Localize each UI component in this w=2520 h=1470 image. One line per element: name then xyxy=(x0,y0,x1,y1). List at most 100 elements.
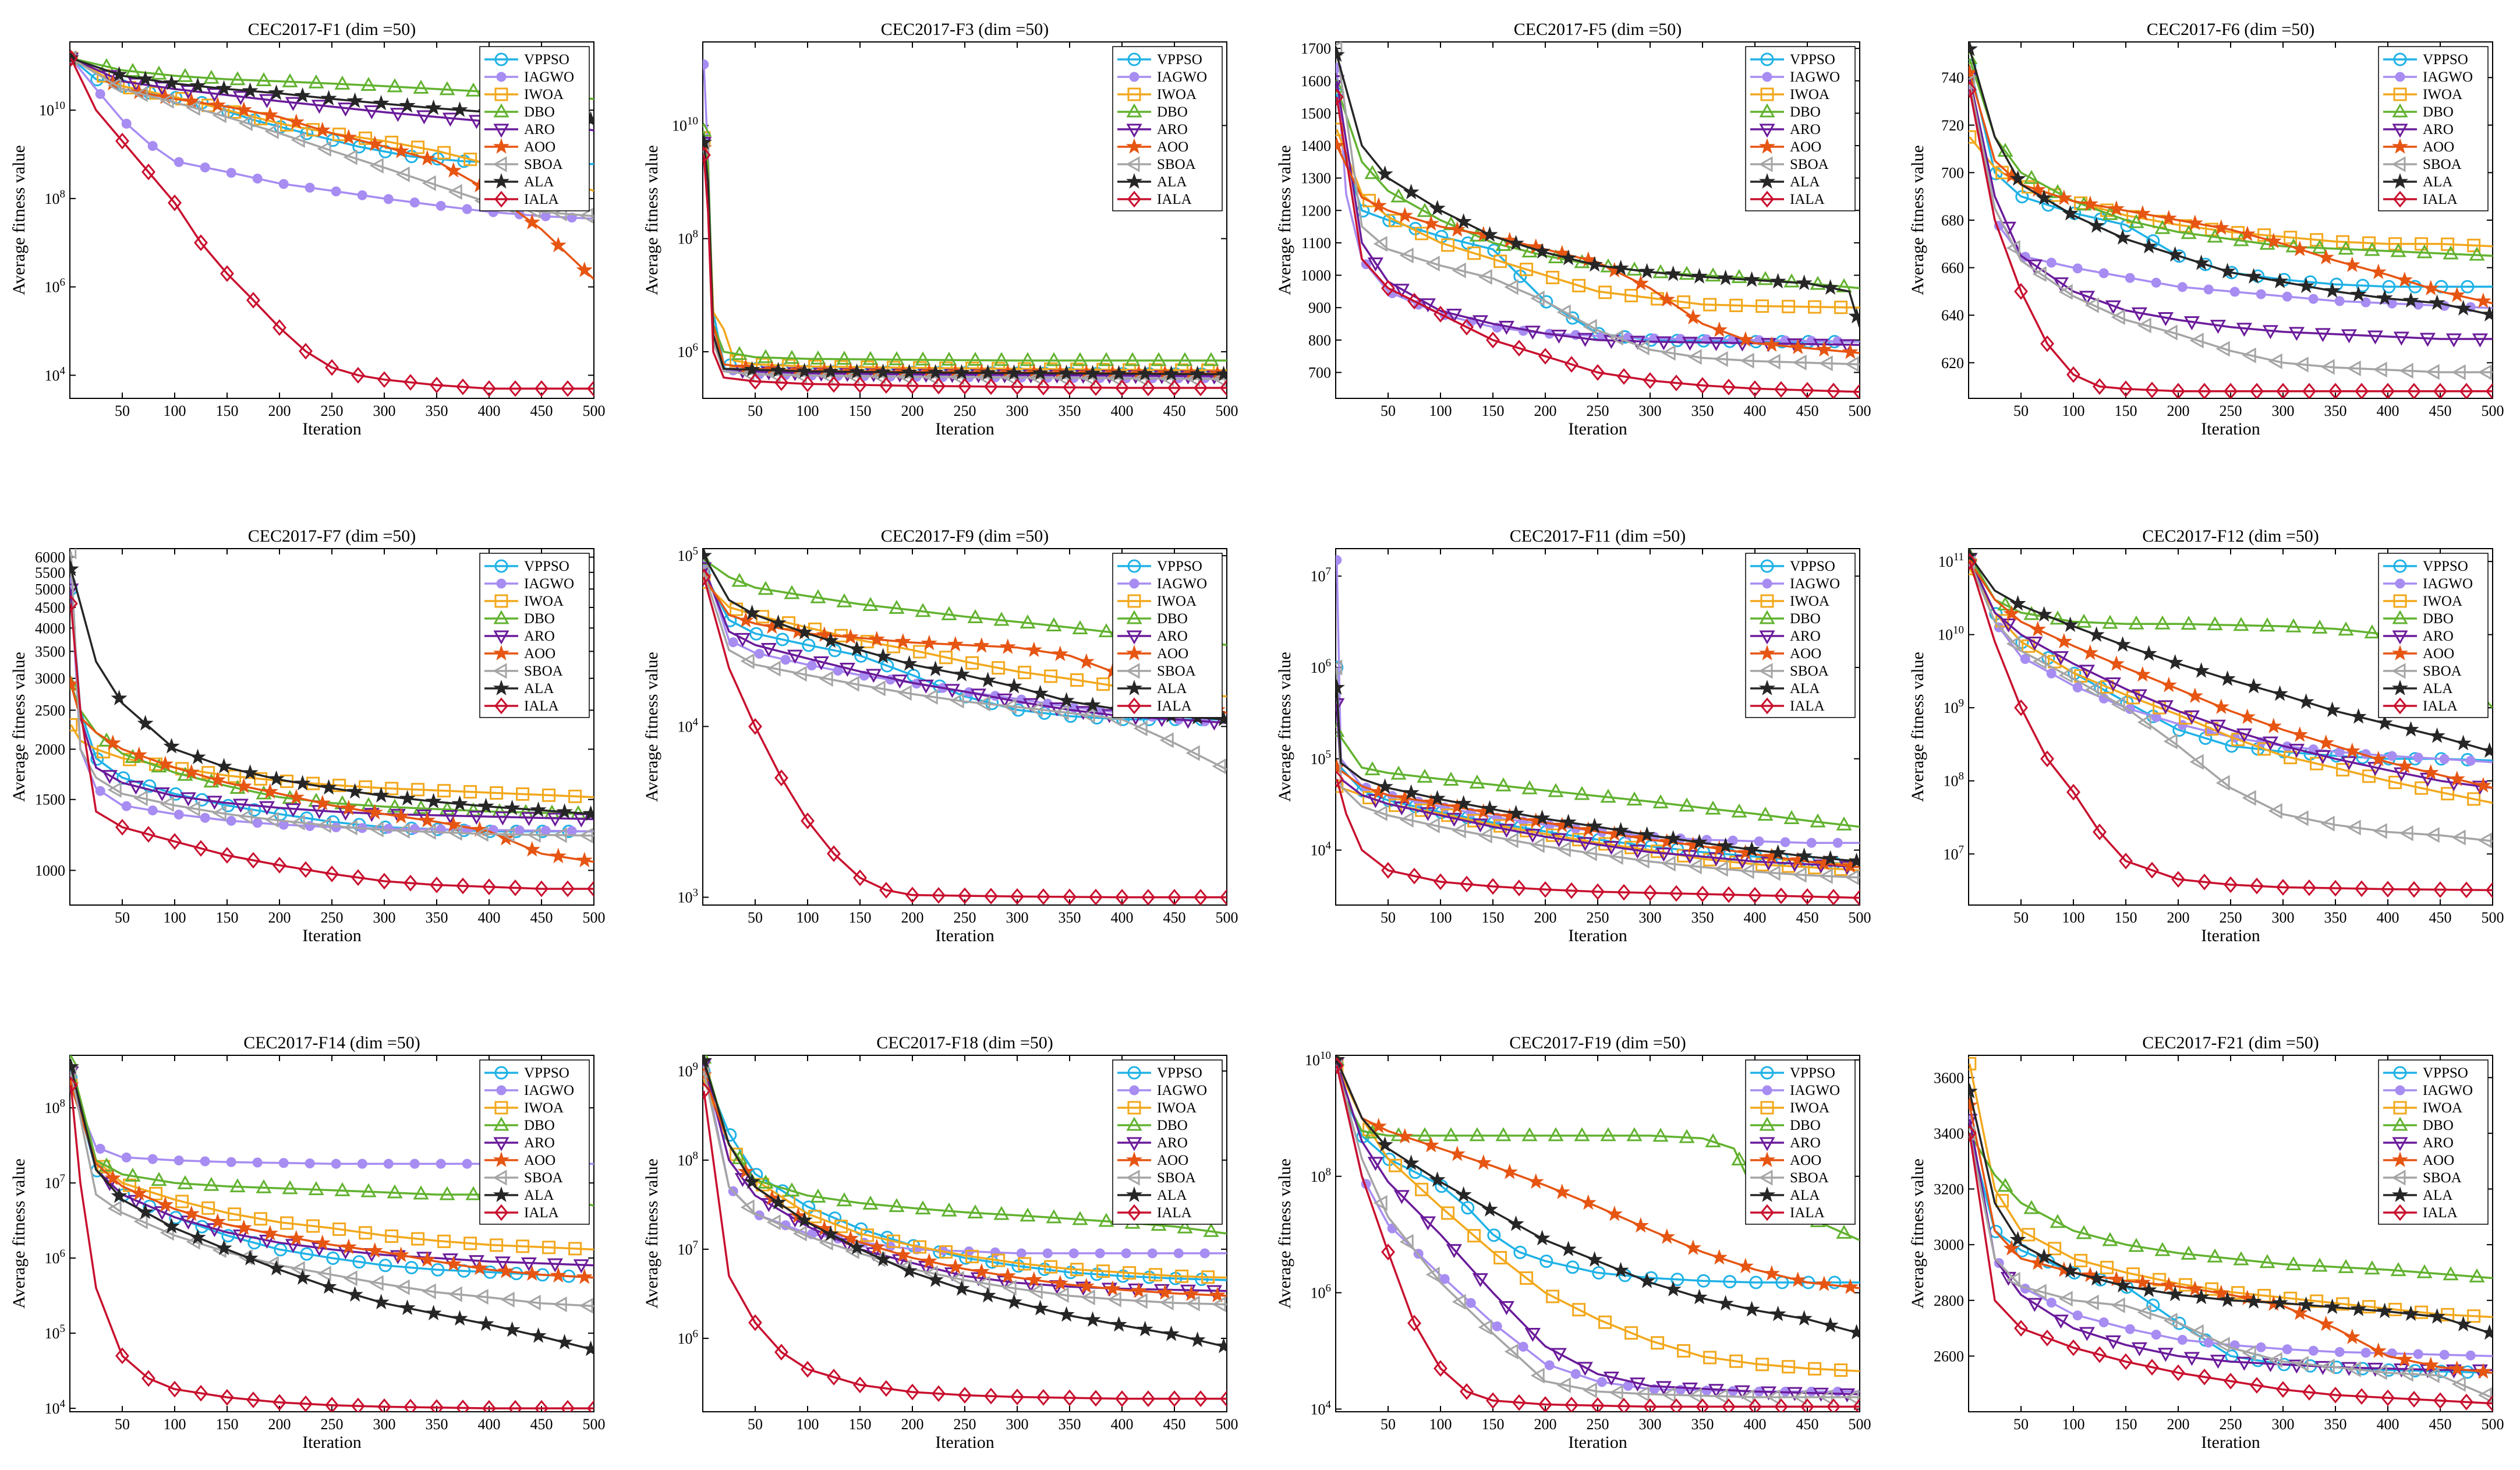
legend-marker-iwoa xyxy=(2393,87,2407,101)
data-marker-dbo xyxy=(151,65,167,80)
data-marker-ala xyxy=(1429,200,1446,215)
data-marker-iala xyxy=(194,840,208,857)
data-marker-aro xyxy=(1551,330,1567,344)
data-marker-iala xyxy=(958,1387,972,1404)
data-marker-dbo xyxy=(2154,615,2171,630)
chart-title: CEC2017-F1 (dim =50) xyxy=(248,20,416,39)
data-marker-aro xyxy=(996,693,1013,708)
legend-label: IAGWO xyxy=(524,576,574,592)
data-marker-sboa xyxy=(448,1286,462,1302)
data-marker-sboa xyxy=(1081,1289,1095,1306)
data-marker-aoo xyxy=(235,1219,252,1235)
data-marker-sboa xyxy=(1766,1389,1781,1405)
series-line-aoo xyxy=(1969,561,2493,789)
data-marker-ala xyxy=(1743,1301,1760,1317)
data-marker-iala xyxy=(1565,1397,1578,1412)
data-marker-sboa xyxy=(2189,333,2204,349)
data-marker-aro xyxy=(813,656,829,671)
legend-marker-dbo xyxy=(2392,1116,2408,1131)
data-marker-sboa xyxy=(1081,370,1095,386)
data-marker-iala xyxy=(2014,1320,2028,1337)
data-marker-sboa xyxy=(950,692,964,709)
data-marker-aro xyxy=(1022,698,1039,712)
data-marker-iala xyxy=(2066,783,2080,801)
data-marker-aoo xyxy=(261,783,278,799)
data-marker-aro xyxy=(1420,298,1436,313)
data-marker-iwoa xyxy=(568,789,582,803)
x-tick-label: 100 xyxy=(2062,402,2085,419)
data-marker-sboa xyxy=(1609,1384,1623,1401)
data-marker-iagwo xyxy=(703,59,709,70)
data-marker-aoo xyxy=(157,755,174,772)
data-marker-ala xyxy=(1110,1316,1127,1332)
y-axis-label: Average fitness value xyxy=(1275,652,1294,802)
legend-marker-ala xyxy=(1758,173,1776,189)
legend-label: SBOA xyxy=(524,1170,563,1186)
data-marker-iwoa xyxy=(2074,1253,2088,1267)
data-marker-iwoa xyxy=(2441,787,2455,801)
x-tick-label: 150 xyxy=(216,909,239,926)
x-tick-label: 400 xyxy=(1111,402,1134,419)
data-marker-dbo xyxy=(413,79,429,94)
data-marker-aoo xyxy=(1763,336,1780,352)
data-marker-ala xyxy=(2140,1281,2157,1298)
data-marker-ala xyxy=(2455,300,2472,316)
legend-marker-dbo xyxy=(493,1116,509,1131)
data-marker-iwoa xyxy=(1441,238,1455,252)
data-marker-dbo xyxy=(2285,618,2302,632)
data-marker-aro xyxy=(865,669,882,683)
data-marker-iagwo xyxy=(2413,752,2423,763)
legend-label: ARO xyxy=(2423,628,2454,644)
legend-label: IAGWO xyxy=(2423,576,2473,592)
data-marker-iwoa xyxy=(1044,1260,1058,1274)
data-marker-ala xyxy=(2009,170,2026,186)
data-marker-iala xyxy=(2119,380,2133,398)
y-tick-label: 900 xyxy=(1308,299,1331,316)
data-marker-dbo xyxy=(1203,352,1219,366)
data-marker-dbo xyxy=(1679,797,1695,812)
x-tick-label: 150 xyxy=(1482,909,1505,926)
data-marker-aro xyxy=(1577,837,1593,851)
data-marker-iala xyxy=(535,1400,548,1412)
data-marker-iala xyxy=(2093,824,2107,840)
y-axis-label: Average fitness value xyxy=(9,652,29,802)
data-marker-iwoa xyxy=(1598,285,1612,299)
data-marker-aro xyxy=(2288,744,2305,758)
data-marker-aro xyxy=(2157,312,2174,326)
data-marker-sboa xyxy=(703,564,710,581)
legend-label: SBOA xyxy=(1157,663,1196,679)
data-marker-iala xyxy=(1167,1390,1181,1407)
x-tick-label: 100 xyxy=(1429,909,1452,926)
data-marker-iwoa xyxy=(201,1201,215,1215)
data-marker-dbo xyxy=(1443,1127,1459,1142)
data-marker-sboa xyxy=(1740,352,1754,369)
data-marker-iwoa xyxy=(2048,1242,2062,1256)
data-marker-iala xyxy=(246,292,260,309)
data-marker-aoo xyxy=(1632,1217,1649,1233)
data-marker-aoo xyxy=(1422,215,1439,231)
data-marker-iala xyxy=(958,377,972,395)
legend-marker-sboa xyxy=(493,156,507,172)
data-marker-iwoa xyxy=(1703,298,1717,312)
data-marker-aoo xyxy=(497,829,514,846)
data-marker-ala xyxy=(111,1187,128,1203)
data-marker-aro xyxy=(1603,840,1619,856)
data-marker-iagwo xyxy=(1492,1321,1502,1331)
data-marker-ala xyxy=(1969,1083,1978,1099)
data-marker-aoo xyxy=(2317,734,2334,750)
data-marker-aoo xyxy=(2160,676,2177,692)
legend-label: DBO xyxy=(1790,104,1821,120)
x-tick-label: 300 xyxy=(1006,909,1029,926)
data-marker-aoo xyxy=(314,1234,331,1250)
data-marker-iala xyxy=(2224,876,2238,893)
data-marker-ala xyxy=(2036,1248,2052,1264)
data-marker-iwoa xyxy=(411,140,425,154)
data-marker-dbo xyxy=(1652,264,1669,278)
data-marker-aro xyxy=(2210,1355,2226,1369)
series-line-iala xyxy=(70,1085,594,1409)
data-marker-aro xyxy=(1655,1381,1672,1395)
data-marker-ala xyxy=(703,549,712,563)
data-marker-aro xyxy=(1708,337,1724,351)
data-marker-aoo xyxy=(392,1246,409,1263)
data-marker-sboa xyxy=(2399,363,2413,379)
